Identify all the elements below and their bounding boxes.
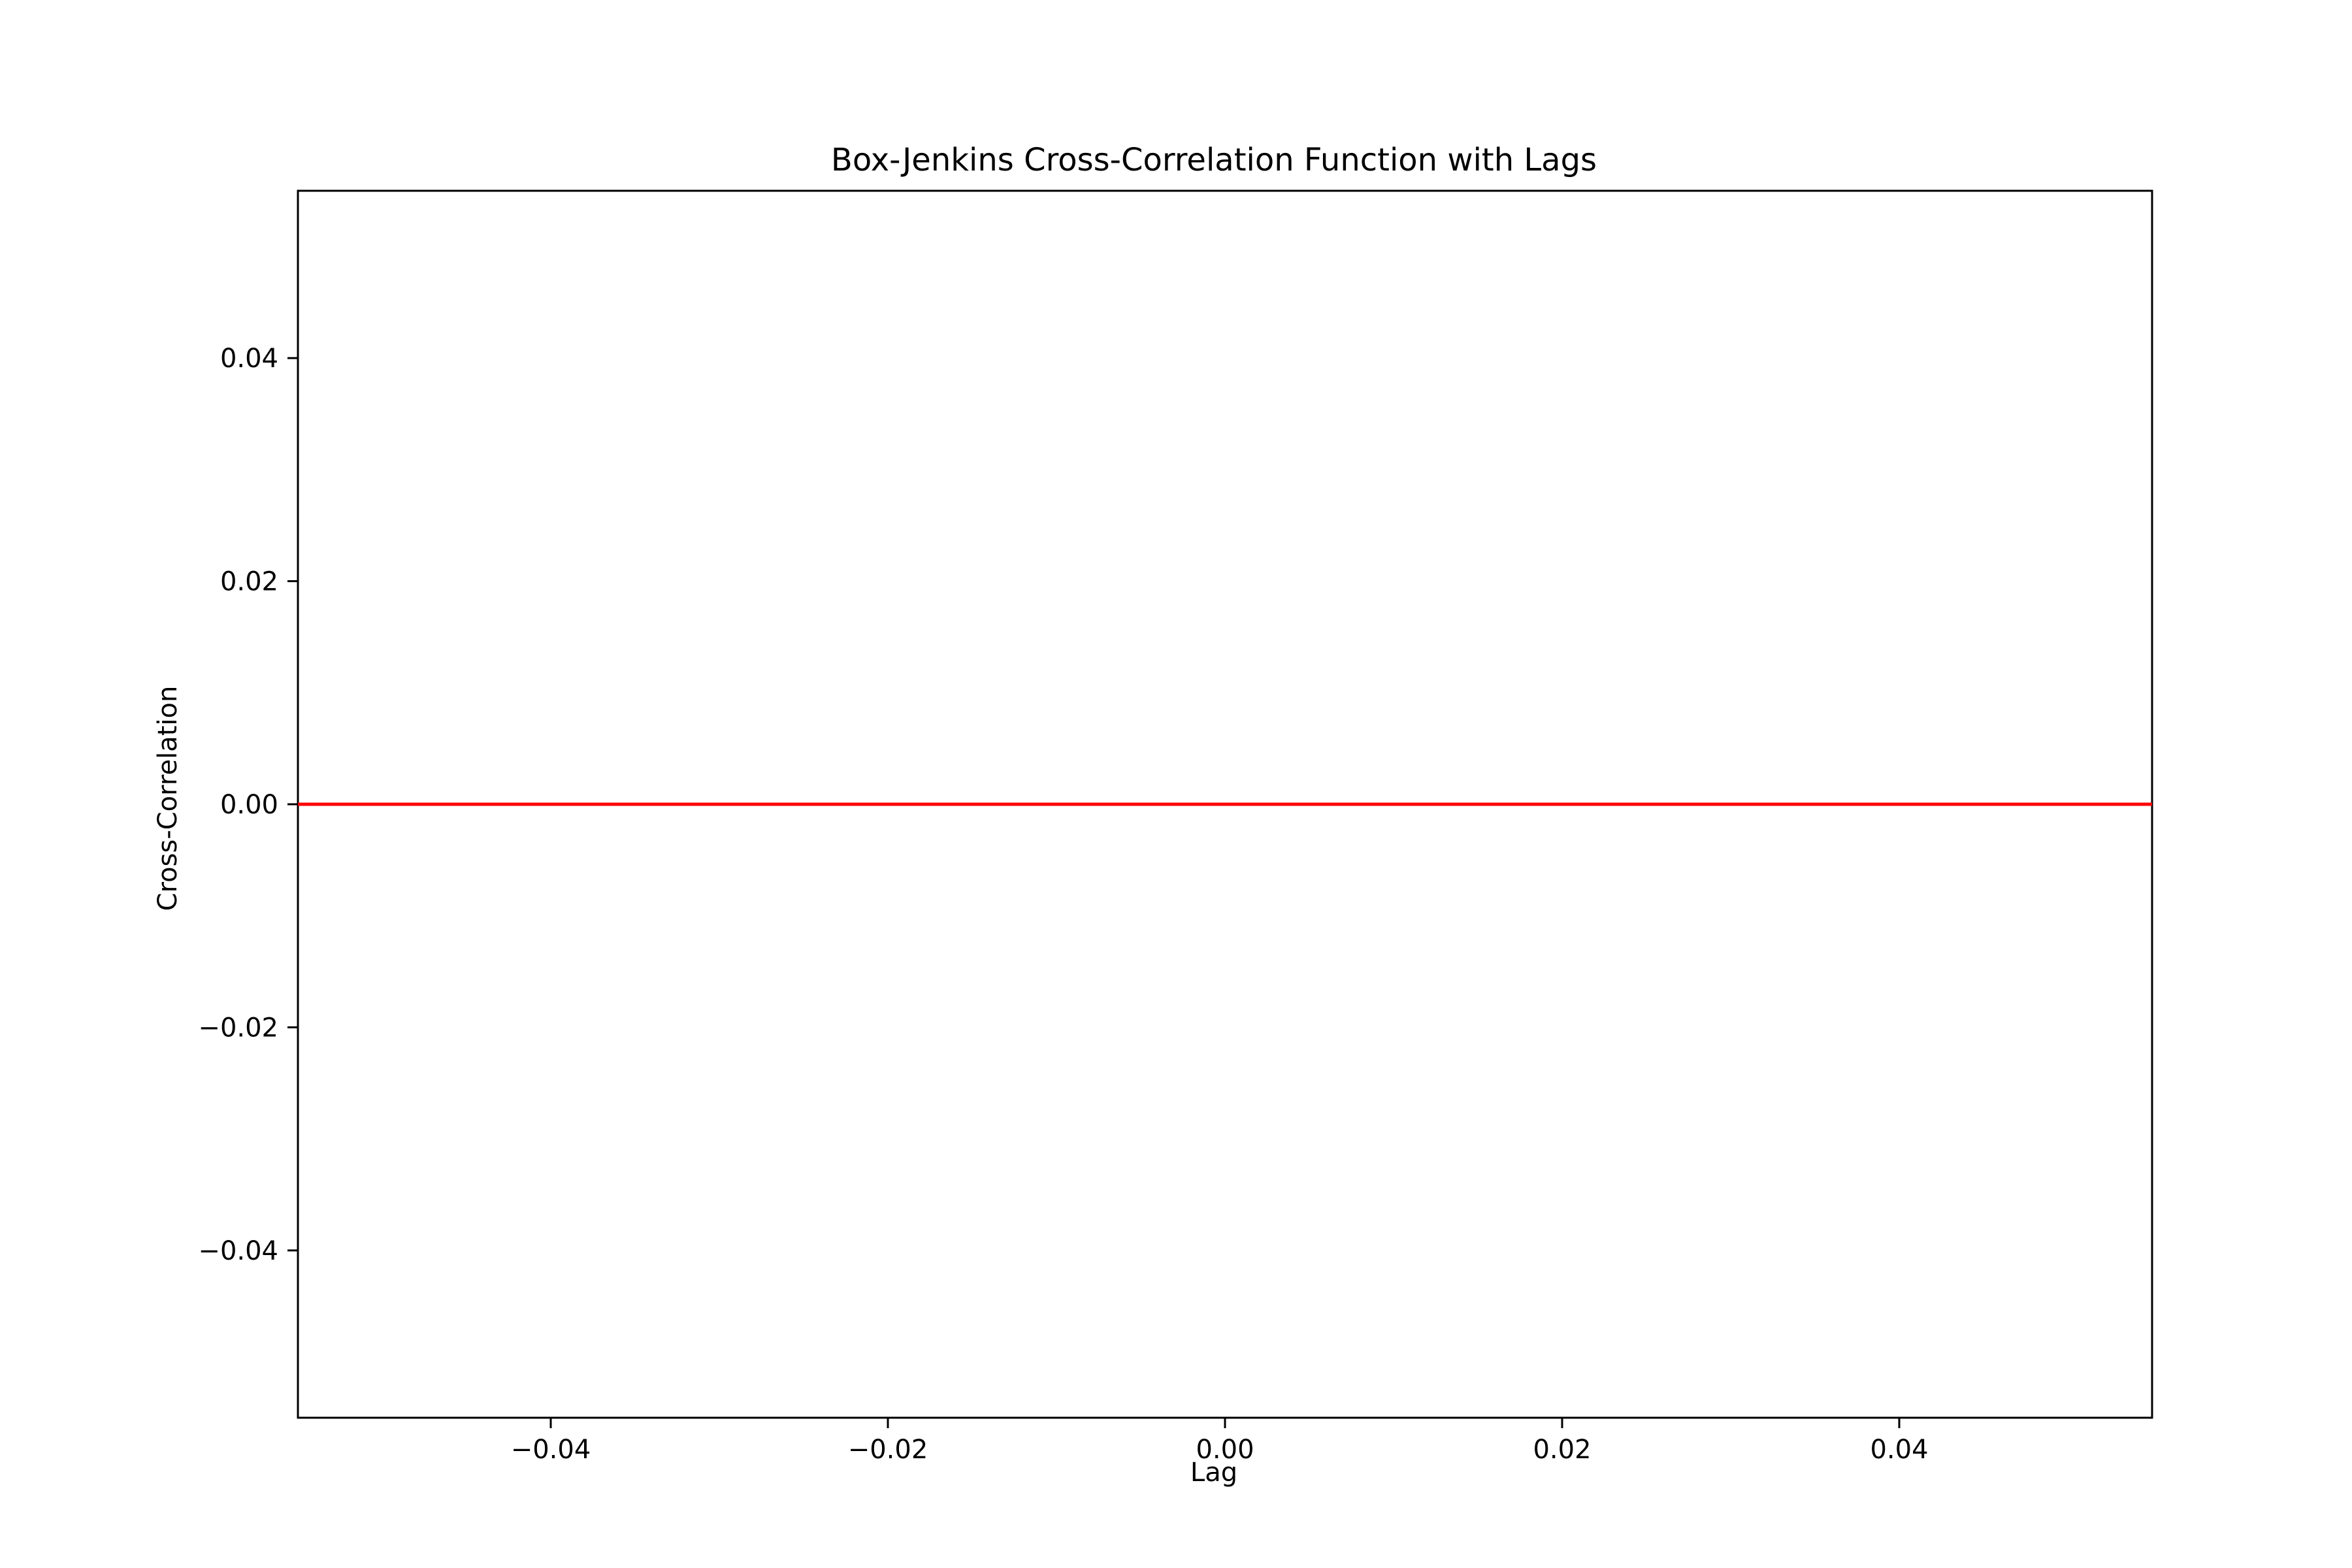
y-tick-label: −0.02 bbox=[198, 1013, 278, 1043]
x-axis-ticks: −0.04 −0.02 0.00 0.02 0.04 bbox=[511, 1418, 1929, 1465]
x-tick-label: 0.00 bbox=[1196, 1435, 1254, 1465]
y-tick-label: 0.00 bbox=[220, 790, 278, 820]
x-tick-label: 0.04 bbox=[1870, 1435, 1928, 1465]
y-tick-label: 0.04 bbox=[220, 344, 278, 374]
chart-title: Box-Jenkins Cross-Correlation Function w… bbox=[831, 142, 1597, 178]
x-tick-label: −0.02 bbox=[848, 1435, 928, 1465]
y-tick-label: 0.02 bbox=[220, 567, 278, 597]
x-tick-label: 0.02 bbox=[1533, 1435, 1591, 1465]
x-tick-label: −0.04 bbox=[511, 1435, 591, 1465]
y-axis-label: Cross-Correlation bbox=[153, 686, 183, 911]
y-axis-ticks: −0.04 −0.02 0.00 0.02 0.04 bbox=[198, 344, 298, 1266]
x-axis-label: Lag bbox=[1190, 1458, 1237, 1488]
y-tick-label: −0.04 bbox=[198, 1236, 278, 1266]
